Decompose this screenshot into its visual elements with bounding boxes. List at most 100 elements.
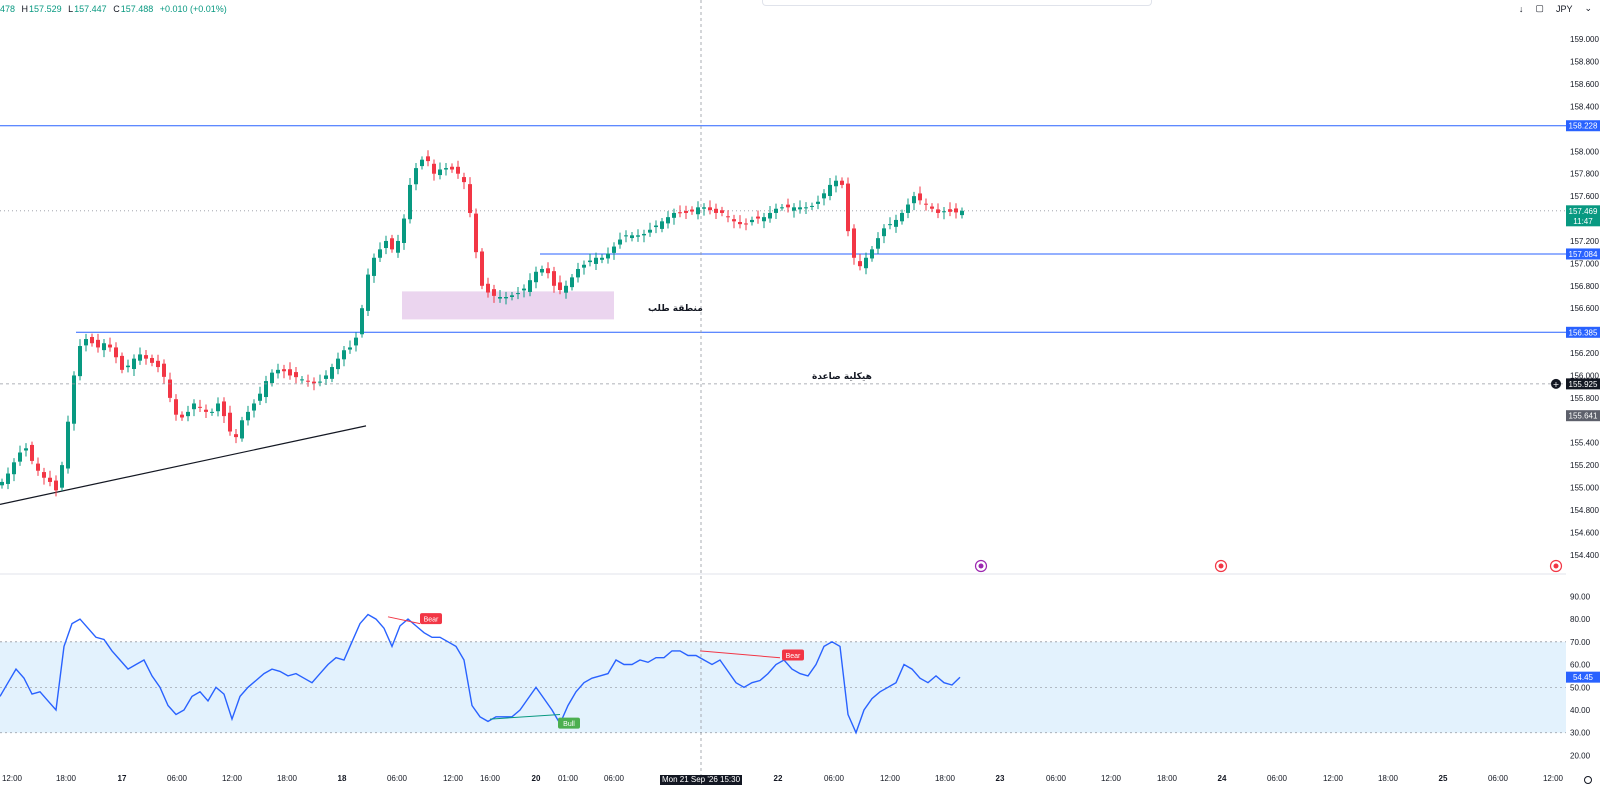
- candle-body: [54, 480, 58, 491]
- candle-body: [324, 375, 328, 379]
- candle: [630, 231, 634, 242]
- price-axis[interactable]: 159.000 158.800 158.600 158.400 158.000 157.8…: [1551, 35, 1600, 760]
- candle: [882, 224, 886, 244]
- candle-body: [156, 360, 160, 368]
- divergence-markers: Bear Bear Bull: [387, 613, 804, 729]
- candle-body: [936, 209, 940, 213]
- bear-label-2-bg: [782, 649, 804, 661]
- chevron-down-icon[interactable]: ⌄: [1584, 3, 1592, 13]
- candle-body: [444, 168, 448, 170]
- rsi-tick: 80.00: [1570, 615, 1591, 624]
- economic-event-icon[interactable]: [974, 559, 988, 573]
- time-tick: 16:00: [480, 774, 501, 783]
- top-dropdown-tab[interactable]: [762, 0, 1152, 6]
- candle-body: [204, 409, 208, 412]
- candle-body: [834, 180, 838, 187]
- candle-body: [408, 184, 412, 220]
- candle-body: [432, 163, 436, 174]
- structure-label[interactable]: هيكلية صاعدة: [812, 372, 872, 382]
- add-alert-plus: +: [1553, 380, 1560, 389]
- candle-body: [792, 207, 796, 211]
- candle-body: [60, 465, 64, 488]
- rsi-tick: 70.00: [1570, 638, 1591, 647]
- candle: [390, 234, 394, 253]
- candle-body: [780, 207, 784, 209]
- candle: [534, 266, 538, 289]
- crosshair: [0, 0, 1566, 775]
- candle-body: [600, 257, 604, 260]
- candle-body: [318, 381, 322, 383]
- candle-body: [102, 343, 106, 351]
- price-tick: 158.800: [1570, 58, 1599, 67]
- candle: [96, 333, 100, 353]
- rsi-tick: 20.00: [1570, 751, 1591, 760]
- countdown-label-text: 11:47: [1573, 217, 1593, 226]
- candle: [354, 332, 358, 352]
- candle: [234, 429, 238, 444]
- price-label-158228-bg: [1566, 120, 1600, 132]
- candle: [330, 363, 334, 383]
- candle-body: [510, 295, 514, 297]
- candle: [84, 333, 88, 352]
- bear-divergence-line-2: [699, 650, 781, 659]
- candle: [300, 376, 304, 384]
- add-alert-icon[interactable]: +: [1551, 378, 1561, 389]
- candle: [108, 337, 112, 352]
- us-flag-icon[interactable]: [1549, 559, 1563, 573]
- candle: [858, 254, 862, 271]
- candle: [498, 290, 502, 303]
- candle-body: [570, 277, 574, 288]
- candle-body: [576, 268, 580, 278]
- candle: [606, 247, 610, 264]
- candle-body: [48, 477, 52, 482]
- price-label-157084-bg: [1566, 248, 1600, 260]
- candle-body: [606, 253, 610, 259]
- candle-body: [420, 159, 424, 167]
- candle: [762, 212, 766, 229]
- rsi-line: [0, 613, 961, 735]
- candle-body: [330, 367, 334, 379]
- demand-zone-label[interactable]: منطقة طلب: [648, 304, 703, 314]
- candle-body: [468, 184, 472, 213]
- candle: [504, 291, 508, 305]
- candle: [306, 374, 310, 387]
- candle: [132, 354, 136, 376]
- candle: [558, 275, 562, 295]
- candle: [348, 340, 352, 354]
- candle: [174, 394, 178, 421]
- event-markers[interactable]: [974, 559, 1592, 784]
- horizontal-lines[interactable]: [0, 125, 1566, 333]
- rsi-tick: 50.00: [1570, 683, 1591, 692]
- currency-label[interactable]: JPY: [1555, 3, 1573, 14]
- demand-zone-box[interactable]: [402, 291, 614, 320]
- price-label-157084-text: 157.084: [1569, 250, 1598, 259]
- download-arrow-icon[interactable]: ↓: [1518, 3, 1524, 14]
- candle-body: [6, 473, 10, 484]
- candle-body: [624, 235, 628, 237]
- candle: [474, 208, 478, 259]
- candle: [702, 203, 706, 216]
- fullscreen-icon[interactable]: ▢: [1535, 3, 1544, 13]
- candle: [396, 234, 400, 258]
- candle: [216, 397, 220, 417]
- candle-body: [672, 212, 676, 218]
- demand-zone-rect[interactable]: [402, 291, 614, 320]
- trendline[interactable]: [0, 425, 367, 505]
- time-tick: 18:00: [935, 774, 956, 783]
- settings-gear-icon[interactable]: [1584, 776, 1592, 784]
- time-tick: 24: [1218, 774, 1227, 783]
- candle: [894, 214, 898, 233]
- candle: [684, 205, 688, 219]
- candle: [288, 362, 292, 380]
- economic-event-icon-dot: [978, 563, 984, 569]
- candle-body: [852, 228, 856, 258]
- candle-body: [456, 166, 460, 174]
- candle: [912, 191, 916, 211]
- candle-body: [696, 207, 700, 215]
- time-axis[interactable]: 12:00 18:00 17 06:00 12:00 18:00 18 06:00 12:00 1…: [2, 774, 1564, 783]
- us-flag-icon[interactable]: [1214, 559, 1228, 573]
- ascending-trendline[interactable]: [0, 425, 367, 505]
- candle: [822, 189, 826, 206]
- us-flag-icon-dot: [1218, 563, 1224, 569]
